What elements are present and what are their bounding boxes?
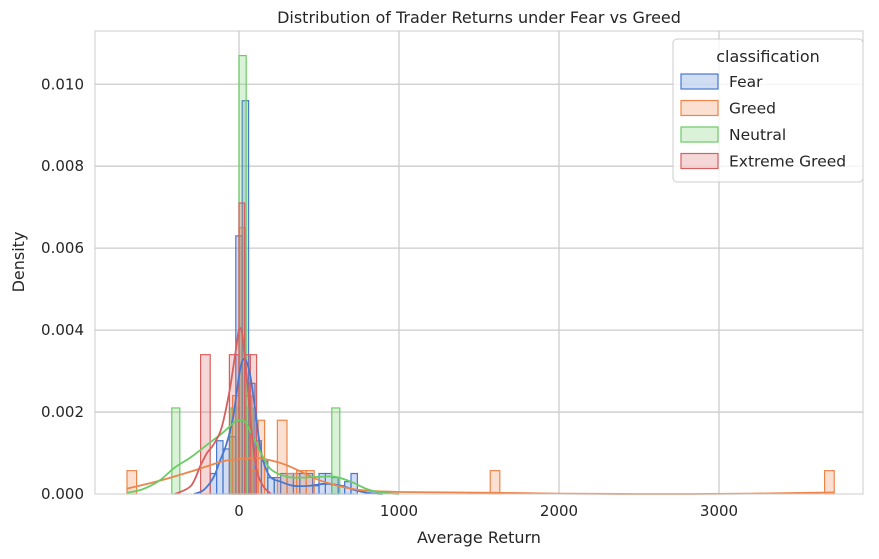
legend: classification Fear Greed Neutral Extreme G…	[672, 38, 864, 183]
bar-neutral	[171, 407, 181, 495]
legend-title: classification	[716, 47, 820, 66]
legend-item-neutral: Neutral	[680, 126, 786, 144]
x-tick-label: 2000	[540, 502, 578, 520]
x-tick-label: 1000	[380, 502, 418, 520]
legend-item-extreme-greed: Extreme Greed	[680, 152, 846, 171]
legend-swatch	[680, 73, 719, 90]
kde-neutral	[126, 419, 400, 495]
legend-label: Fear	[729, 73, 763, 91]
bar-greed	[823, 470, 835, 495]
legend-swatch	[680, 126, 719, 143]
legend-box	[672, 38, 864, 183]
legend-label: Neutral	[729, 126, 786, 144]
plot-frame	[94, 30, 864, 495]
y-tick-label: 0.006	[41, 239, 84, 257]
chart-title: Distribution of Trader Returns under Fea…	[277, 8, 681, 27]
y-tick-label: 0.002	[41, 403, 84, 421]
y-tick-label: 0.000	[41, 485, 84, 503]
y-tick-label: 0.010	[41, 75, 84, 93]
legend-item-greed: Greed	[680, 99, 776, 118]
bar-fear	[222, 448, 231, 495]
legend-items: Fear Greed Neutral Extreme Greed	[680, 73, 846, 171]
bar-extreme-greed	[200, 354, 211, 495]
y-tick-label: 0.008	[41, 157, 84, 175]
legend-label: Extreme Greed	[729, 153, 846, 171]
legend-item-fear: Fear	[680, 73, 763, 91]
y-axis-label: Density	[9, 232, 28, 293]
kde-extreme-greed	[174, 327, 272, 495]
legend-label: Greed	[729, 100, 776, 118]
x-tick-label: 3000	[700, 502, 738, 520]
bar-neutral	[331, 407, 341, 495]
legend-swatch	[680, 152, 719, 170]
y-axis-ticks: 0.000 0.002 0.004 0.006 0.008 0.010	[41, 75, 84, 503]
x-tick-label: 0	[234, 502, 244, 520]
bar-greed	[489, 470, 501, 495]
y-tick-label: 0.004	[41, 321, 84, 339]
x-axis-label: Average Return	[417, 528, 541, 547]
x-axis-ticks: 0 1000 2000 3000	[234, 502, 738, 520]
legend-swatch	[680, 99, 719, 117]
